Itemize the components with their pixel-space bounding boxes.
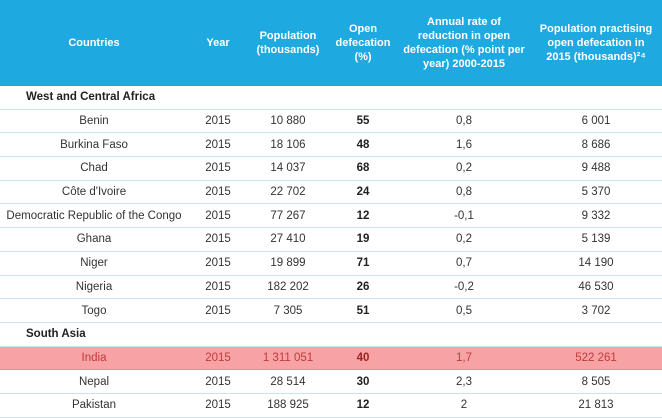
population-practising-cell: 5 370 — [530, 180, 662, 205]
population-practising-cell: 8 505 — [530, 369, 662, 394]
population-practising-cell: 8 686 — [530, 132, 662, 158]
header-countries: Countries — [0, 0, 188, 86]
population-cell: 188 925 — [248, 393, 328, 418]
year-cell: 2015 — [188, 251, 248, 276]
country-cell: Côte d'Ivoire — [0, 180, 188, 205]
year-cell: 2015 — [188, 393, 248, 418]
annual-rate-cell: 0,8 — [398, 180, 530, 205]
annual-rate-cell: -0,1 — [398, 203, 530, 229]
table-row: Chad 2015 14 037 68 0,2 9 488 — [0, 156, 662, 181]
population-practising-cell: 6 001 — [530, 109, 662, 134]
annual-rate-cell: 1,6 — [398, 132, 530, 158]
country-cell: Nepal — [0, 369, 188, 394]
open-defecation-cell: 55 — [328, 109, 398, 134]
open-defecation-cell: 48 — [328, 132, 398, 158]
table-row: India 2015 1 311 051 40 1,7 522 261 — [0, 346, 662, 371]
open-defecation-cell: 71 — [328, 251, 398, 276]
year-cell: 2015 — [188, 156, 248, 181]
table-row: Ghana 2015 27 410 19 0,2 5 139 — [0, 227, 662, 252]
open-defecation-cell: 68 — [328, 156, 398, 181]
open-defecation-cell: 19 — [328, 227, 398, 252]
open-defecation-cell: 51 — [328, 298, 398, 323]
population-practising-cell: 46 530 — [530, 275, 662, 300]
annual-rate-cell: 0,7 — [398, 251, 530, 276]
country-cell: Niger — [0, 251, 188, 276]
year-cell: 2015 — [188, 180, 248, 205]
year-cell: 2015 — [188, 203, 248, 229]
country-cell: Democratic Republic of the Congo — [0, 203, 188, 229]
open-defecation-cell: 26 — [328, 275, 398, 300]
population-cell: 77 267 — [248, 203, 328, 229]
country-cell: Togo — [0, 298, 188, 323]
header-annual-rate: Annual rate of reduction in open defecat… — [398, 0, 530, 86]
header-population: Population (thousands) — [248, 0, 328, 86]
population-cell: 22 702 — [248, 180, 328, 205]
year-cell: 2015 — [188, 132, 248, 158]
section-row: West and Central Africa — [0, 86, 662, 110]
population-cell: 19 899 — [248, 251, 328, 276]
annual-rate-cell: 1,7 — [398, 346, 530, 371]
table-row: Pakistan 2015 188 925 12 2 21 813 — [0, 393, 662, 418]
table-row: Nigeria 2015 182 202 26 -0,2 46 530 — [0, 275, 662, 300]
open-defecation-cell: 40 — [328, 346, 398, 371]
header-open-defecation: Open defecation (%) — [328, 0, 398, 86]
population-practising-cell: 9 332 — [530, 203, 662, 229]
open-defecation-cell: 30 — [328, 369, 398, 394]
annual-rate-cell: 0,2 — [398, 156, 530, 181]
year-cell: 2015 — [188, 346, 248, 371]
annual-rate-cell: -0,2 — [398, 275, 530, 300]
table-row: Benin 2015 10 880 55 0,8 6 001 — [0, 109, 662, 134]
header-population-practising: Population practising open defecation in… — [530, 0, 662, 86]
population-practising-cell: 3 702 — [530, 298, 662, 323]
open-defecation-cell: 24 — [328, 180, 398, 205]
annual-rate-cell: 0,8 — [398, 109, 530, 134]
country-cell: India — [0, 346, 188, 371]
population-cell: 1 311 051 — [248, 346, 328, 371]
population-cell: 28 514 — [248, 369, 328, 394]
year-cell: 2015 — [188, 109, 248, 134]
population-practising-cell: 14 190 — [530, 251, 662, 276]
population-cell: 18 106 — [248, 132, 328, 158]
table-row: Nepal 2015 28 514 30 2,3 8 505 — [0, 369, 662, 394]
section-title: South Asia — [0, 322, 662, 347]
population-practising-cell: 5 139 — [530, 227, 662, 252]
table-row: Côte d'Ivoire 2015 22 702 24 0,8 5 370 — [0, 180, 662, 205]
population-cell: 10 880 — [248, 109, 328, 134]
country-cell: Chad — [0, 156, 188, 181]
annual-rate-cell: 0,2 — [398, 227, 530, 252]
year-cell: 2015 — [188, 369, 248, 394]
annual-rate-cell: 2 — [398, 393, 530, 418]
country-cell: Burkina Faso — [0, 132, 188, 158]
annual-rate-cell: 2,3 — [398, 369, 530, 394]
population-cell: 27 410 — [248, 227, 328, 252]
population-practising-cell: 522 261 — [530, 346, 662, 371]
year-cell: 2015 — [188, 227, 248, 252]
population-cell: 14 037 — [248, 156, 328, 181]
population-practising-cell: 9 488 — [530, 156, 662, 181]
table-row: Democratic Republic of the Congo 2015 77 2… — [0, 203, 662, 229]
section-row: South Asia — [0, 322, 662, 347]
population-cell: 182 202 — [248, 275, 328, 300]
table-row: Burkina Faso 2015 18 106 48 1,6 8 686 — [0, 132, 662, 158]
open-defecation-cell: 12 — [328, 393, 398, 418]
table-header: Countries Year Population (thousands) Op… — [0, 0, 662, 86]
population-cell: 7 305 — [248, 298, 328, 323]
country-cell: Pakistan — [0, 393, 188, 418]
header-year: Year — [188, 0, 248, 86]
header-row: Countries Year Population (thousands) Op… — [0, 0, 662, 86]
country-cell: Benin — [0, 109, 188, 134]
open-defecation-cell: 12 — [328, 203, 398, 229]
year-cell: 2015 — [188, 298, 248, 323]
table-body: West and Central Africa Benin 2015 10 880 55… — [0, 86, 662, 418]
country-cell: Nigeria — [0, 275, 188, 300]
year-cell: 2015 — [188, 275, 248, 300]
country-cell: Ghana — [0, 227, 188, 252]
table-row: Togo 2015 7 305 51 0,5 3 702 — [0, 298, 662, 323]
section-title: West and Central Africa — [0, 86, 662, 110]
population-practising-cell: 21 813 — [530, 393, 662, 418]
table-row: Niger 2015 19 899 71 0,7 14 190 — [0, 251, 662, 276]
annual-rate-cell: 0,5 — [398, 298, 530, 323]
